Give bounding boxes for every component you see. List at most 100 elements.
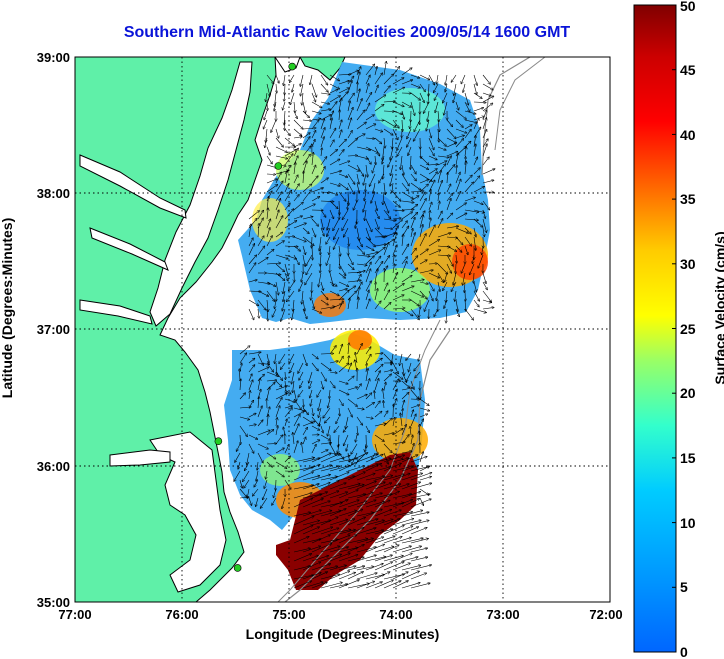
velocity-arrow [293, 236, 306, 242]
velocity-arrow [275, 128, 279, 138]
velocity-arrow [248, 358, 255, 364]
velocity-arrow [302, 353, 307, 366]
x-tick-label: 72:00 [589, 607, 622, 622]
velocity-arrow [338, 555, 358, 562]
velocity-arrow [447, 173, 448, 184]
velocity-arrow [434, 83, 439, 93]
velocity-arrow [281, 308, 286, 321]
velocity-arrow [293, 245, 300, 251]
velocity-arrow [266, 128, 267, 142]
velocity-arrow [302, 437, 306, 445]
velocity-arrow [406, 353, 412, 360]
velocity-arrow [356, 245, 365, 254]
velocity-arrow [419, 234, 426, 247]
velocity-arrow [248, 308, 254, 320]
velocity-arrow [266, 236, 272, 247]
velocity-arrow [482, 299, 491, 303]
velocity-arrow [415, 371, 421, 378]
colorbar-tick-label: 35 [680, 191, 696, 207]
velocity-arrow [473, 290, 479, 301]
velocity-arrow [266, 228, 270, 238]
velocity-arrow [410, 218, 415, 229]
velocity-arrow [292, 83, 295, 92]
velocity-arrow [284, 389, 291, 394]
velocity-arrow [383, 200, 389, 213]
velocity-arrow [392, 218, 401, 219]
velocity-arrow [443, 281, 448, 291]
velocity-arrow [275, 74, 279, 83]
velocity-arrow [338, 191, 346, 201]
velocity-arrow [374, 256, 381, 265]
velocity-arrow [343, 425, 349, 432]
velocity-arrow [338, 139, 346, 148]
velocity-arrow [311, 527, 333, 535]
velocity-arrow [374, 424, 386, 427]
velocity-arrow [392, 308, 405, 309]
velocity-arrow [410, 466, 429, 472]
velocity-arrow [419, 466, 430, 472]
velocity-arrow [369, 173, 376, 186]
velocity-arrow [257, 367, 269, 373]
velocity-arrow [406, 371, 412, 382]
velocity-arrow [347, 363, 351, 373]
velocity-arrow [383, 283, 388, 292]
velocity-arrow [329, 530, 351, 535]
velocity-arrow [392, 128, 398, 140]
velocity-arrow [320, 157, 327, 166]
velocity-arrow [455, 119, 463, 127]
velocity-arrow [275, 210, 279, 220]
velocity-arrow [374, 269, 378, 283]
velocity-arrow [438, 193, 439, 202]
velocity-arrow [311, 362, 318, 371]
velocity-arrow [356, 474, 375, 481]
velocity-arrow [393, 418, 395, 427]
velocity-arrow [310, 74, 313, 85]
velocity-arrow [446, 137, 457, 143]
velocity-arrow [383, 228, 393, 229]
velocity-arrow [283, 101, 286, 110]
velocity-arrow [419, 497, 424, 505]
velocity-arrow [276, 83, 277, 93]
velocity-arrow [293, 398, 301, 410]
y-tick-label: 37:00 [37, 322, 70, 337]
velocity-arrow [419, 192, 425, 202]
velocity-arrow [451, 281, 457, 291]
velocity-arrow [306, 263, 313, 275]
velocity-arrow [419, 74, 430, 80]
velocity-arrow [374, 536, 395, 544]
velocity-arrow [317, 389, 322, 397]
velocity-arrow [329, 535, 350, 544]
velocity-arrow [338, 344, 342, 355]
velocity-arrow [446, 199, 451, 211]
velocity-arrow [356, 134, 365, 139]
velocity-arrow [320, 425, 323, 433]
velocity-arrow [320, 434, 330, 440]
velocity-arrow [428, 128, 431, 138]
velocity-arrow [275, 137, 283, 147]
velocity-arrow [273, 488, 277, 498]
velocity-arrow [338, 356, 343, 364]
colorbar [633, 4, 677, 653]
velocity-arrow [312, 153, 313, 166]
velocity-arrow [374, 371, 380, 382]
velocity-arrow [320, 517, 338, 526]
velocity-arrow [374, 227, 384, 238]
velocity-arrow [419, 414, 428, 418]
velocity-arrow [338, 289, 347, 292]
velocity-arrow [410, 405, 419, 409]
velocity-arrow [410, 389, 419, 399]
velocity-arrow [383, 484, 401, 490]
velocity-arrow [392, 452, 403, 460]
velocity-arrow [374, 358, 382, 364]
velocity-arrow [293, 389, 297, 401]
velocity-arrow [338, 161, 350, 166]
velocity-arrow [311, 131, 316, 139]
velocity-arrow [289, 281, 295, 291]
velocity-arrow [272, 497, 277, 505]
velocity-arrow [482, 92, 491, 96]
velocity-arrow [239, 479, 242, 488]
velocity-arrow [357, 425, 358, 435]
velocity-arrow [428, 281, 434, 291]
velocity-arrow [284, 398, 295, 402]
velocity-arrow [365, 509, 382, 517]
